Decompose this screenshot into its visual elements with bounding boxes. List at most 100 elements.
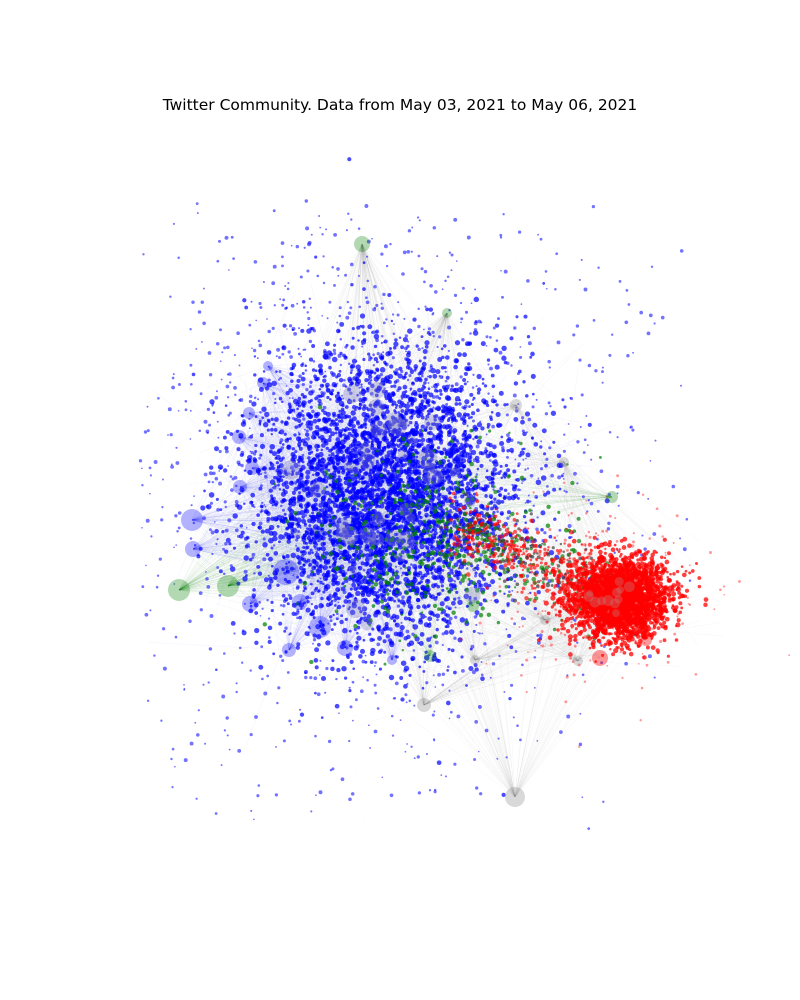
edge xyxy=(288,551,340,651)
node xyxy=(597,266,600,269)
node xyxy=(405,701,408,704)
edge xyxy=(239,486,323,644)
node xyxy=(200,300,205,304)
node xyxy=(475,623,478,626)
node xyxy=(263,691,268,696)
node xyxy=(688,579,692,582)
node xyxy=(631,428,635,432)
node xyxy=(352,719,354,722)
edge xyxy=(262,382,272,510)
node xyxy=(295,547,300,552)
node xyxy=(465,684,468,687)
edge xyxy=(285,571,354,615)
node xyxy=(258,521,263,526)
node xyxy=(254,443,258,448)
edge xyxy=(239,501,301,603)
node xyxy=(480,673,484,677)
edge xyxy=(248,409,310,414)
node xyxy=(641,534,644,537)
node xyxy=(237,749,242,753)
node xyxy=(618,279,622,283)
node xyxy=(223,346,227,350)
edge xyxy=(361,243,443,427)
edge xyxy=(249,479,307,605)
edge xyxy=(361,243,508,478)
edge xyxy=(222,521,321,628)
node xyxy=(276,583,280,588)
node xyxy=(340,777,345,782)
node xyxy=(304,199,309,203)
node xyxy=(199,392,203,396)
node xyxy=(453,293,458,298)
edge xyxy=(267,365,327,375)
node xyxy=(358,305,362,309)
node xyxy=(293,332,297,336)
node xyxy=(211,480,214,484)
node xyxy=(175,544,178,546)
node xyxy=(337,274,340,277)
node xyxy=(350,218,353,221)
node xyxy=(267,636,271,639)
node xyxy=(249,394,253,399)
edge xyxy=(152,389,253,469)
node xyxy=(477,319,482,324)
node xyxy=(399,719,402,721)
node xyxy=(596,509,600,513)
node xyxy=(607,521,611,525)
edge xyxy=(299,563,329,603)
node xyxy=(441,683,445,687)
node xyxy=(453,364,458,370)
node xyxy=(305,429,309,433)
edge xyxy=(280,586,301,603)
node xyxy=(235,682,238,685)
node xyxy=(224,542,228,546)
node xyxy=(202,683,205,686)
node xyxy=(533,686,536,689)
edge xyxy=(344,603,473,649)
node xyxy=(527,417,532,422)
node xyxy=(259,614,262,617)
edge xyxy=(267,365,367,540)
node xyxy=(496,510,499,513)
edge xyxy=(276,490,301,603)
node xyxy=(410,250,413,253)
node xyxy=(233,354,236,357)
edge xyxy=(262,382,400,388)
node xyxy=(511,589,514,592)
node xyxy=(302,417,306,421)
node xyxy=(531,405,535,409)
node xyxy=(446,665,450,669)
node xyxy=(382,351,385,354)
node xyxy=(145,518,150,523)
node xyxy=(428,789,432,792)
node xyxy=(197,310,202,314)
node xyxy=(512,393,517,398)
node xyxy=(431,330,435,335)
edge xyxy=(191,519,263,577)
node xyxy=(561,398,565,402)
node xyxy=(160,518,164,522)
node xyxy=(417,347,421,352)
node xyxy=(141,527,143,529)
node xyxy=(585,415,588,417)
node xyxy=(545,287,548,290)
node xyxy=(423,269,428,274)
edge xyxy=(201,531,251,605)
node xyxy=(382,639,387,644)
node xyxy=(572,333,576,337)
node xyxy=(499,233,503,237)
node xyxy=(299,275,303,279)
node xyxy=(229,381,232,384)
node xyxy=(512,716,515,719)
node xyxy=(380,302,383,305)
edge xyxy=(262,382,437,391)
node xyxy=(433,290,438,294)
edge xyxy=(288,588,366,651)
node xyxy=(436,618,439,622)
node xyxy=(445,375,450,380)
node xyxy=(410,745,413,748)
node xyxy=(370,331,374,334)
edge xyxy=(192,548,400,592)
node xyxy=(483,642,487,646)
node xyxy=(302,306,306,309)
